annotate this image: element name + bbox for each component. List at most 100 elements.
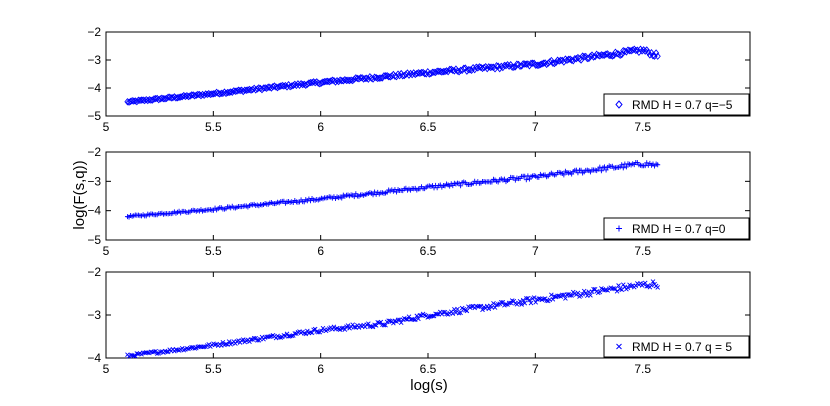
data-point: [262, 84, 269, 92]
data-point: [648, 49, 655, 57]
data-point: [150, 349, 155, 355]
data-point: [247, 339, 252, 345]
x-tick-label: 7.5: [634, 120, 651, 134]
data-point: [315, 329, 321, 335]
data-point: [557, 56, 564, 65]
data-point: [580, 291, 585, 297]
data-point: [585, 54, 592, 63]
data-point: [369, 324, 374, 329]
data-point: [613, 49, 621, 58]
data-point: [163, 94, 170, 103]
subplot-1: 5 5.5 6 6.5 7 7.5 −2 −3 −4 −5 RMD H = 0.7 q=−5: [87, 25, 751, 134]
x-tick-label: 6: [317, 244, 324, 258]
data-point: [540, 59, 547, 67]
data-point: [581, 52, 588, 61]
legend-marker: [616, 225, 622, 232]
data-point: [189, 344, 194, 350]
data-point: [186, 92, 194, 100]
legend-label: RMD H = 0.7 q = 5: [632, 340, 732, 354]
data-point: [460, 64, 467, 72]
data-point: [549, 59, 556, 67]
data-point: [571, 54, 578, 63]
y-tick-label: −5: [87, 109, 101, 123]
data-point: [489, 179, 495, 185]
data-point: [335, 77, 342, 86]
data-point: [602, 164, 608, 170]
data-point: [616, 283, 621, 288]
data-point: [342, 327, 348, 332]
x-tick-label: 7.5: [634, 362, 651, 376]
legend-1: RMD H = 0.7 q=−5: [603, 93, 750, 116]
data-point: [632, 46, 639, 55]
data-point: [593, 50, 600, 58]
data-point: [623, 48, 630, 56]
series-2: [124, 159, 661, 220]
data-point: [650, 279, 656, 284]
data-point: [522, 300, 528, 306]
data-point: [523, 177, 529, 183]
data-point: [628, 283, 634, 289]
data-point: [125, 98, 133, 106]
data-point: [411, 317, 417, 322]
data-point: [506, 62, 513, 70]
data-point: [357, 74, 364, 82]
data-point: [488, 63, 495, 71]
data-point: [131, 353, 137, 359]
data-point: [152, 94, 159, 103]
series-1: [124, 45, 661, 106]
data-point: [655, 162, 661, 168]
data-point: [536, 174, 542, 180]
data-point: [224, 88, 231, 97]
data-point: [525, 173, 531, 179]
data-point: [232, 87, 239, 96]
data-point: [506, 300, 512, 306]
data-point: [538, 60, 546, 68]
data-point: [602, 50, 610, 58]
data-point: [597, 164, 603, 170]
data-point: [463, 67, 470, 75]
data-point: [318, 79, 325, 87]
data-point: [456, 310, 462, 316]
data-point: [168, 94, 175, 102]
data-point: [614, 288, 620, 294]
data-point: [552, 58, 560, 67]
x-tick-label: 5: [103, 120, 110, 134]
data-point: [201, 91, 208, 100]
data-point: [154, 351, 160, 356]
data-point: [450, 311, 456, 317]
series-3: [125, 279, 661, 359]
data-point: [212, 342, 218, 348]
data-point: [621, 47, 628, 55]
data-point: [391, 320, 396, 326]
data-point: [620, 165, 626, 171]
data-point: [149, 96, 156, 104]
data-point: [546, 58, 553, 66]
data-point: [430, 68, 438, 76]
data-point: [243, 86, 250, 94]
data-point: [284, 331, 290, 337]
data-point: [393, 73, 400, 81]
data-point: [222, 89, 230, 98]
data-point: [527, 297, 532, 303]
data-point: [161, 95, 169, 103]
data-point: [383, 322, 388, 328]
data-point: [332, 78, 339, 86]
x-tick-label: 7.5: [634, 244, 651, 258]
data-point: [575, 290, 581, 296]
data-point: [254, 85, 261, 93]
y-tick-label: −5: [87, 233, 101, 247]
x-tick-label: 5: [103, 244, 110, 258]
data-point: [448, 65, 455, 74]
data-point: [458, 183, 464, 189]
data-point: [271, 82, 278, 90]
data-point: [520, 297, 526, 303]
data-point: [468, 66, 475, 75]
data-point: [329, 76, 336, 84]
data-point: [263, 84, 270, 92]
data-point: [563, 296, 568, 301]
x-tick-label: 6: [317, 120, 324, 134]
data-point: [352, 74, 359, 82]
data-point: [201, 344, 207, 350]
data-point: [474, 64, 481, 72]
y-tick-label: −2: [87, 25, 101, 39]
